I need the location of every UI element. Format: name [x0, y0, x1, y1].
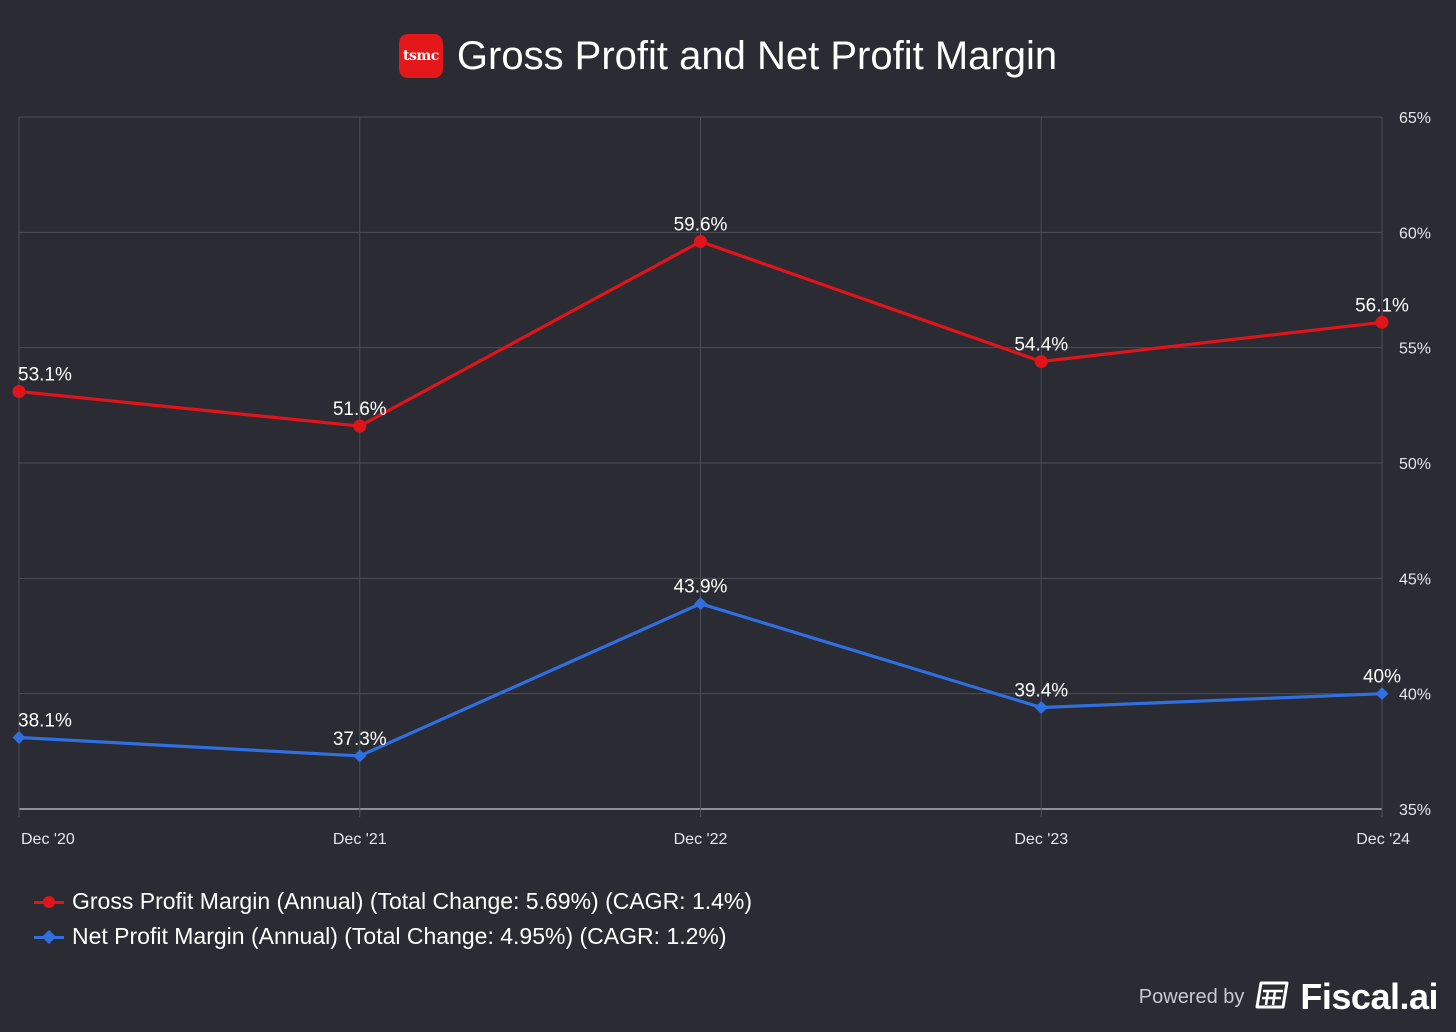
line-chart: 35% 40% 45% 50% 55% 60% 65% Dec '20 Dec '21 Dec '… [12, 110, 1431, 848]
legend-diamond [41, 929, 57, 944]
data-label: 37.3% [333, 729, 387, 750]
fiscal-brand: Fiscal.ai [1300, 976, 1438, 1017]
legend-marker-diamond-icon [34, 929, 64, 944]
legend-item-net-margin[interactable]: Net Profit Margin (Annual) (Total Change… [34, 919, 752, 954]
legend-item-gross-margin[interactable]: Gross Profit Margin (Annual) (Total Chan… [34, 884, 752, 919]
x-tick-label: Dec '24 [1356, 831, 1410, 848]
legend-dot [43, 895, 55, 908]
data-point-marker [12, 730, 26, 744]
data-point-marker [1034, 701, 1048, 715]
data-point-marker [694, 235, 707, 249]
y-tick-label: 60% [1399, 225, 1431, 242]
chart-legend: Gross Profit Margin (Annual) (Total Chan… [34, 884, 752, 954]
x-tick-label: Dec '20 [21, 831, 75, 848]
x-tick-label: Dec '23 [1014, 831, 1068, 848]
data-label: 43.9% [674, 577, 728, 598]
y-tick-label: 40% [1399, 687, 1431, 704]
legend-label: Net Profit Margin (Annual) (Total Change… [72, 923, 727, 949]
data-label: 53.1% [18, 364, 72, 385]
data-label: 56.1% [1355, 295, 1409, 316]
data-point-marker [1375, 315, 1389, 329]
chart-header: tsmc Gross Profit and Net Profit Margin [0, 28, 1456, 84]
legend-label: Gross Profit Margin (Annual) (Total Chan… [72, 888, 753, 914]
y-tick-label: 35% [1399, 802, 1431, 819]
y-tick-label: 55% [1399, 341, 1431, 358]
data-point-marker [694, 597, 707, 611]
chart-title: Gross Profit and Net Profit Margin [456, 33, 1058, 78]
x-tick-label: Dec '21 [333, 831, 387, 848]
legend-marker-circle-icon [34, 895, 64, 909]
data-label: 59.6% [674, 215, 728, 236]
data-point-marker [12, 384, 26, 398]
data-point-marker [353, 419, 367, 433]
x-tick-label: Dec '22 [674, 831, 728, 848]
data-label: 39.4% [1014, 681, 1068, 702]
data-label: 40% [1363, 667, 1401, 688]
data-label: 54.4% [1014, 335, 1068, 356]
powered-by-text: Powered by [1138, 985, 1245, 1008]
y-tick-label: 65% [1399, 110, 1431, 127]
powered-by-footer[interactable]: Powered by Fiscal.ai [1138, 976, 1439, 1018]
data-point-marker [1034, 355, 1048, 369]
tsmc-logo: tsmc [398, 34, 443, 78]
data-point-marker [353, 749, 367, 763]
data-label: 38.1% [18, 710, 72, 731]
data-label: 51.6% [333, 399, 387, 420]
y-tick-label: 45% [1399, 571, 1431, 588]
y-tick-label: 50% [1399, 456, 1431, 473]
data-point-marker [1375, 687, 1389, 701]
fiscal-logo-icon [1254, 980, 1290, 1015]
